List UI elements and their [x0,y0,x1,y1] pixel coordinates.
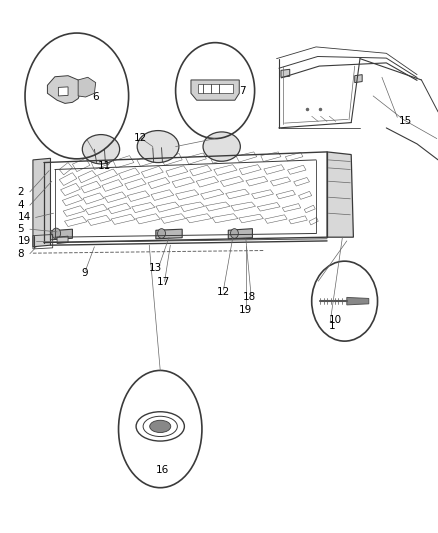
Text: 6: 6 [92,92,99,102]
Text: 14: 14 [18,213,31,222]
Polygon shape [354,75,361,83]
Polygon shape [47,76,82,103]
Polygon shape [228,229,252,239]
Text: 17: 17 [157,278,170,287]
Ellipse shape [149,420,170,433]
Text: 16: 16 [155,465,169,475]
Polygon shape [58,87,68,96]
Circle shape [52,228,60,239]
Text: 19: 19 [238,305,251,315]
Polygon shape [280,69,289,77]
Text: 7: 7 [239,86,245,95]
Circle shape [230,229,238,238]
Circle shape [157,229,165,238]
Polygon shape [57,236,68,244]
Text: 19: 19 [18,236,31,246]
Text: 11: 11 [97,161,110,171]
Text: 15: 15 [398,116,411,126]
Polygon shape [326,152,353,237]
Ellipse shape [137,131,179,163]
Text: 5: 5 [18,224,24,234]
Text: 4: 4 [18,200,24,210]
Polygon shape [191,80,239,100]
Polygon shape [155,229,182,239]
Text: 12: 12 [134,133,147,142]
Text: 8: 8 [18,249,24,259]
Polygon shape [50,229,72,240]
Text: 13: 13 [148,263,161,272]
Text: 12: 12 [216,287,229,297]
Ellipse shape [82,134,119,164]
Polygon shape [197,84,232,93]
Text: 18: 18 [242,293,255,302]
Polygon shape [346,297,368,305]
Polygon shape [78,77,95,97]
Text: 9: 9 [81,268,88,278]
Polygon shape [33,158,50,247]
Ellipse shape [202,132,240,161]
Text: 1: 1 [328,321,334,331]
Text: 2: 2 [18,187,24,197]
Text: 10: 10 [328,315,341,325]
